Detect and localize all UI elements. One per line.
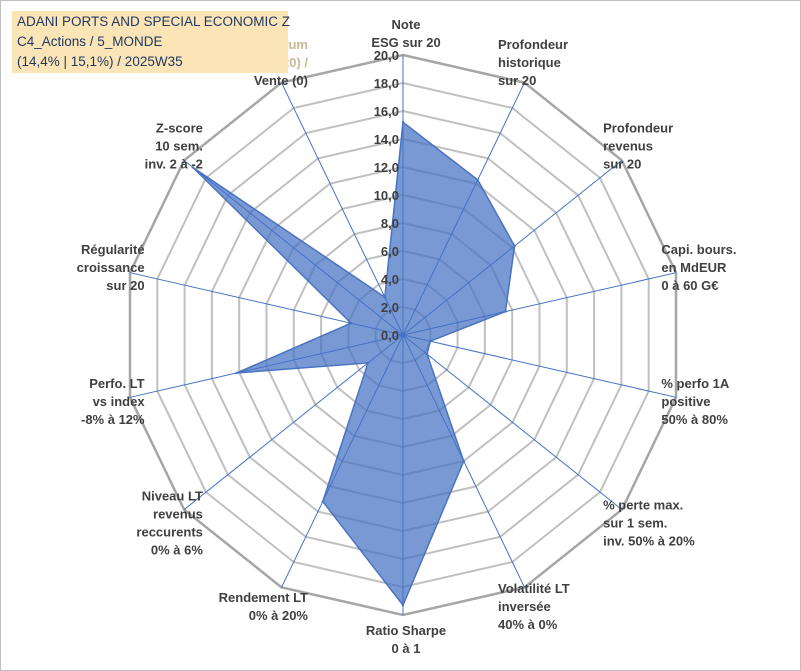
axis-label-line: en MdEUR (661, 260, 727, 275)
axis-label-line: Niveau LT (142, 488, 203, 503)
tick-label: 18,0 (374, 76, 399, 91)
tick-label: 0,0 (381, 328, 399, 343)
axis-label: Perfo. LT vs index -8% à 12% (81, 376, 145, 427)
data-point (383, 296, 386, 299)
axis-label-line: historique (498, 55, 561, 70)
axis-label-line: positive (661, 394, 710, 409)
axis-label-line: sur 1 sem. (603, 515, 667, 530)
axis-label-line: reccurents (136, 524, 202, 539)
axis-label-line: Rendement LT (219, 590, 308, 605)
data-point (504, 310, 507, 313)
axis-label-line: % perfo 1A (661, 376, 730, 391)
title-line-2: C4_Actions / 5_MONDE (17, 34, 163, 49)
axis-label-line: -8% à 12% (81, 412, 145, 427)
data-point (235, 371, 238, 375)
axis-label-line: Régularité (81, 242, 145, 257)
axis-label: Rendement LT 0% à 20% (219, 590, 309, 623)
data-point (401, 121, 405, 124)
axis-label-line: sur 20 (498, 73, 536, 88)
axis-label-line: 0% à 20% (249, 608, 309, 623)
axis-spoke (281, 82, 404, 336)
data-point (425, 353, 429, 356)
axis-label: Volatilité LT inversée 40% à 0% (498, 581, 570, 632)
axis-label: Niveau LT revenus reccurents 0% à 6% (136, 488, 203, 557)
axis-label: Capi. bours. en MdEUR 0 à 60 G€ (661, 242, 736, 293)
tick-label: 8,0 (381, 216, 399, 231)
title-line-1: ADANI PORTS AND SPECIAL ECONOMIC Z (17, 14, 291, 29)
axis-label-line: 0 à 60 G€ (661, 278, 718, 293)
axis-label-line: 10 sem. (155, 139, 203, 154)
axis-label: % perfo 1A positive 50% à 80% (661, 376, 730, 427)
series-area (192, 120, 516, 607)
axis-label-line: % perte max. (603, 497, 683, 512)
data-point (476, 178, 479, 182)
axis-label-line: sur 20 (603, 157, 641, 172)
axis-label: Régularité croissance sur 20 (77, 242, 145, 293)
tick-label: 2,0 (381, 300, 399, 315)
tick-label: 10,0 (374, 188, 399, 203)
axis-spoke (183, 334, 404, 510)
tick-label: 16,0 (374, 104, 399, 119)
axis-label: Ratio Sharpe 0 à 1 (366, 623, 446, 656)
axis-label-line: inv. 2 à -2 (145, 157, 203, 172)
axis-label-line: revenus (153, 506, 203, 521)
axis-label-line: sur 20 (106, 278, 144, 293)
axis-label-line: Profondeur (603, 121, 673, 136)
axis-spoke (402, 334, 677, 398)
axis-label-line: Perfo. LT (89, 376, 144, 391)
axis-label-line: inv. 50% à 20% (603, 533, 695, 548)
axis-label-line: Z-score (156, 121, 203, 136)
axis-label-line: Ratio Sharpe (366, 623, 446, 638)
axis-label-line: ESG sur 20 (371, 35, 440, 50)
title-line-3: (14,4% | 15,1%) / 2025W35 (17, 54, 183, 69)
data-point (429, 340, 432, 343)
axis-label: % perte max. sur 1 sem. inv. 50% à 20% (603, 497, 695, 548)
axis-label-line: Capi. bours. (661, 242, 736, 257)
tick-label: 6,0 (381, 244, 399, 259)
axis-label-line: croissance (77, 260, 145, 275)
axis-label-line: Vente (0) (254, 73, 308, 88)
data-point (191, 166, 194, 169)
axis-label-line: 0 à 1 (392, 641, 421, 656)
axis-label: Note ESG sur 20 (371, 17, 440, 50)
axis-label-line: Note (392, 17, 421, 32)
data-point (513, 244, 516, 248)
axis-label-line: Volatilité LT (498, 581, 570, 596)
axis-label-line: 50% à 80% (661, 412, 728, 427)
axis-label-line: inversée (498, 599, 551, 614)
axis-label-line: vs index (93, 394, 146, 409)
axis-label: Profondeur revenus sur 20 (603, 121, 673, 172)
axis-label-line: 40% à 0% (498, 617, 558, 632)
axis-label-line: revenus (603, 139, 653, 154)
tick-label: 14,0 (374, 132, 399, 147)
axis-label: Z-score 10 sem. inv. 2 à -2 (145, 121, 203, 172)
data-point (401, 604, 405, 607)
axis-label-line: 0% à 6% (151, 542, 203, 557)
data-point (349, 322, 353, 325)
tick-label: 20,0 (374, 48, 399, 63)
tick-label: 12,0 (374, 160, 399, 175)
title-box: ADANI PORTS AND SPECIAL ECONOMIC Z C4_Ac… (12, 11, 291, 73)
data-point (366, 361, 370, 365)
data-point (462, 459, 465, 463)
data-point (321, 500, 324, 503)
axis-label-line: Profondeur (498, 37, 568, 52)
axis-label: Profondeur historique sur 20 (498, 37, 568, 88)
axis-spoke (402, 334, 623, 510)
tick-label: 4,0 (381, 272, 399, 287)
